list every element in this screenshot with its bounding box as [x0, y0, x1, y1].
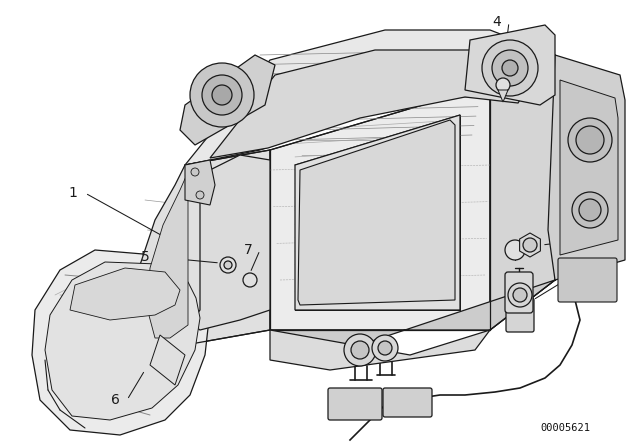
FancyBboxPatch shape — [558, 258, 617, 302]
Polygon shape — [70, 268, 180, 320]
Circle shape — [190, 63, 254, 127]
Circle shape — [579, 199, 601, 221]
Circle shape — [191, 168, 199, 176]
Polygon shape — [295, 115, 460, 310]
Polygon shape — [185, 155, 270, 330]
Polygon shape — [270, 280, 555, 355]
Circle shape — [572, 192, 608, 228]
Circle shape — [202, 75, 242, 115]
Circle shape — [243, 273, 257, 287]
Circle shape — [523, 238, 537, 252]
FancyBboxPatch shape — [328, 388, 382, 420]
Polygon shape — [45, 262, 200, 420]
Circle shape — [378, 341, 392, 355]
Polygon shape — [135, 165, 200, 345]
Polygon shape — [270, 85, 490, 330]
Polygon shape — [520, 233, 540, 257]
Circle shape — [508, 283, 532, 307]
Circle shape — [482, 40, 538, 96]
Text: 00005621: 00005621 — [540, 423, 590, 433]
Text: 2: 2 — [566, 263, 574, 277]
Polygon shape — [465, 25, 555, 105]
Polygon shape — [548, 55, 625, 280]
Text: 1: 1 — [68, 186, 77, 200]
Circle shape — [496, 78, 510, 92]
Circle shape — [220, 257, 236, 273]
FancyBboxPatch shape — [383, 388, 432, 417]
Polygon shape — [490, 55, 555, 330]
Text: 6: 6 — [111, 393, 120, 407]
Polygon shape — [180, 55, 275, 145]
Polygon shape — [210, 50, 525, 158]
Polygon shape — [298, 120, 455, 305]
Circle shape — [576, 126, 604, 154]
Circle shape — [212, 85, 232, 105]
Polygon shape — [185, 160, 215, 205]
Circle shape — [513, 288, 527, 302]
Circle shape — [505, 240, 525, 260]
Text: 5: 5 — [141, 250, 149, 264]
Polygon shape — [560, 80, 618, 255]
Polygon shape — [147, 172, 188, 338]
Text: 3: 3 — [566, 233, 574, 247]
Circle shape — [344, 334, 376, 366]
Polygon shape — [32, 250, 210, 435]
Polygon shape — [150, 335, 185, 385]
Polygon shape — [185, 30, 560, 165]
FancyBboxPatch shape — [506, 298, 534, 332]
Circle shape — [196, 191, 204, 199]
Polygon shape — [498, 90, 508, 102]
Circle shape — [351, 341, 369, 359]
Circle shape — [502, 60, 518, 76]
Circle shape — [372, 335, 398, 361]
Circle shape — [492, 50, 528, 86]
Text: 4: 4 — [493, 15, 501, 29]
Text: 7: 7 — [244, 243, 252, 257]
FancyBboxPatch shape — [505, 272, 533, 313]
Polygon shape — [270, 330, 490, 370]
Polygon shape — [185, 150, 270, 345]
Circle shape — [224, 261, 232, 269]
Circle shape — [568, 118, 612, 162]
